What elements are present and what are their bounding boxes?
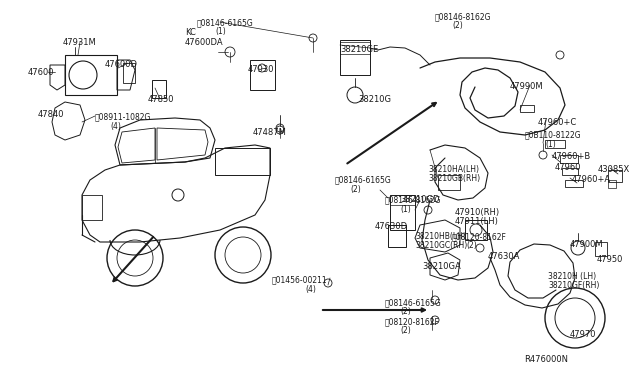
Text: 47970: 47970 [570, 330, 596, 339]
Bar [608, 180, 616, 188]
Text: 47600: 47600 [28, 68, 54, 77]
Text: (2): (2) [452, 21, 463, 30]
Text: 43085X: 43085X [598, 165, 630, 174]
Text: 47960: 47960 [555, 163, 582, 172]
Text: 47910(RH): 47910(RH) [455, 208, 500, 217]
Text: 38210GD: 38210GD [400, 195, 440, 204]
Bar [65, 55, 117, 95]
Text: 38210H (LH): 38210H (LH) [548, 272, 596, 281]
Bar [520, 105, 534, 112]
Text: 47600D: 47600D [105, 60, 138, 69]
Text: Ⓑ01456-00211: Ⓑ01456-00211 [272, 275, 328, 284]
Text: 47960+A: 47960+A [572, 175, 611, 184]
Text: 38210GE: 38210GE [340, 45, 378, 54]
Text: Ⓑ08146-6165G: Ⓑ08146-6165G [197, 18, 253, 27]
Text: 47850: 47850 [148, 95, 175, 104]
Text: 47990M: 47990M [510, 82, 543, 91]
Text: 47911(LH): 47911(LH) [455, 217, 499, 226]
Bar [340, 40, 370, 75]
Bar [608, 170, 622, 182]
Bar [438, 175, 460, 190]
Text: 38210GB(RH): 38210GB(RH) [428, 174, 480, 183]
Bar [340, 42, 370, 54]
Bar [82, 195, 102, 220]
Bar [123, 63, 135, 83]
Text: (2): (2) [350, 185, 361, 194]
Bar [390, 195, 415, 230]
Bar [545, 140, 565, 148]
Text: 38210G: 38210G [358, 95, 391, 104]
Text: Ⓑ08146-8162G: Ⓑ08146-8162G [435, 12, 492, 21]
Text: Ⓑ08146-6165G: Ⓑ08146-6165G [335, 175, 392, 184]
Text: Ⓑ08146-8162G: Ⓑ08146-8162G [385, 195, 442, 204]
Text: ⓝ08911-1082G: ⓝ08911-1082G [95, 112, 152, 121]
Bar [562, 168, 578, 175]
Bar [465, 220, 487, 240]
Bar [388, 225, 406, 247]
Text: 47630D: 47630D [375, 222, 408, 231]
Text: (1): (1) [400, 205, 411, 214]
Text: 47840: 47840 [38, 110, 65, 119]
Text: 47950: 47950 [597, 255, 623, 264]
Text: 47630A: 47630A [488, 252, 520, 261]
Text: 47960+C: 47960+C [538, 118, 577, 127]
Bar [152, 80, 166, 98]
Bar [250, 60, 275, 90]
Text: KC
47600DA: KC 47600DA [185, 28, 223, 47]
Text: 47931M: 47931M [63, 38, 97, 47]
Text: Ⓑ08146-6165G: Ⓑ08146-6165G [385, 298, 442, 307]
Text: 47487M: 47487M [253, 128, 287, 137]
Bar [565, 180, 583, 187]
Text: (1): (1) [545, 140, 556, 149]
Text: Ⓑ08120-8162F: Ⓑ08120-8162F [452, 232, 507, 241]
Text: R476000N: R476000N [524, 355, 568, 364]
Text: 38210GF(RH): 38210GF(RH) [548, 281, 600, 290]
Text: (4): (4) [110, 122, 121, 131]
Text: Ⓑ08120-8162F: Ⓑ08120-8162F [385, 317, 440, 326]
Text: (2): (2) [466, 241, 477, 250]
Text: (2): (2) [400, 326, 411, 335]
Text: 47900M: 47900M [570, 240, 604, 249]
Bar [560, 155, 578, 163]
Bar [595, 242, 607, 256]
Text: Ⓑ0B110-8122G: Ⓑ0B110-8122G [525, 130, 582, 139]
Text: (4): (4) [305, 285, 316, 294]
Text: 38210HB(LH): 38210HB(LH) [415, 232, 466, 241]
Text: 38210GC(RH): 38210GC(RH) [415, 241, 467, 250]
Text: 38210HA(LH): 38210HA(LH) [428, 165, 479, 174]
Text: 47930: 47930 [248, 65, 275, 74]
Text: 38210GA: 38210GA [422, 262, 461, 271]
Text: 47960+B: 47960+B [552, 152, 591, 161]
Text: (1): (1) [215, 27, 226, 36]
Text: (2): (2) [400, 307, 411, 316]
